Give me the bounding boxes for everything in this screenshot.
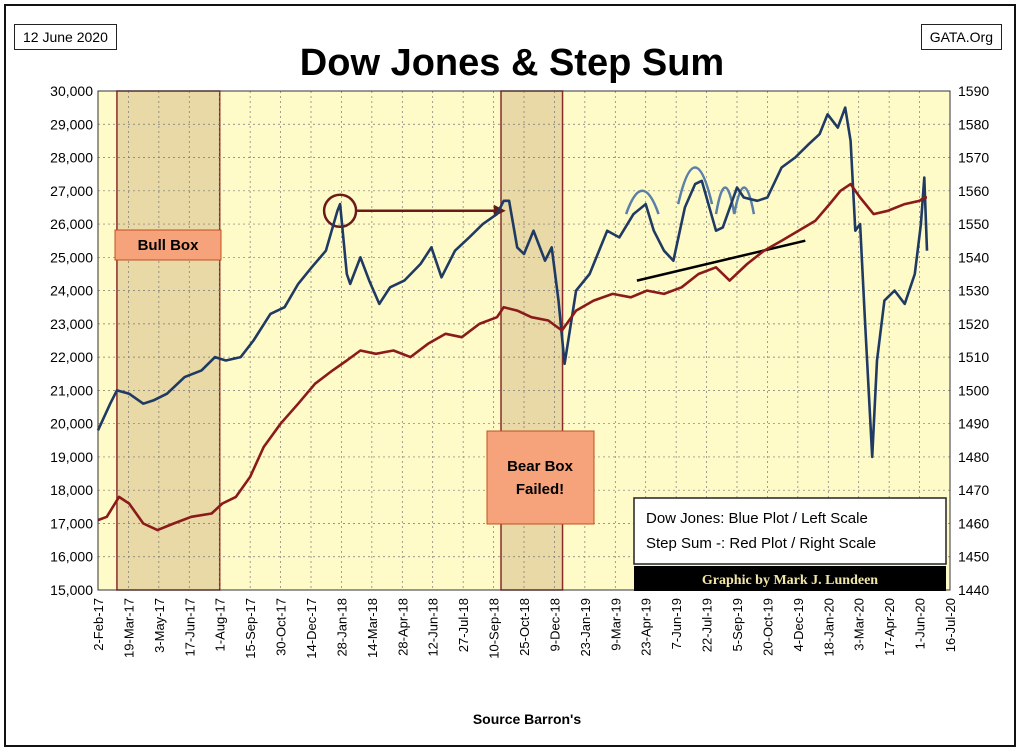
x-tick-label: 14-Dec-17 <box>304 598 319 659</box>
x-tick-label: 9-Mar-19 <box>608 598 623 651</box>
x-tick-label: 23-Jan-19 <box>578 598 593 657</box>
x-tick-label: 1-Aug-17 <box>213 598 228 651</box>
x-tick-label: 23-Apr-19 <box>639 598 654 656</box>
x-tick-label: 30-Oct-17 <box>274 598 289 656</box>
y-left-tick-label: 28,000 <box>50 150 93 166</box>
y-right-tick-label: 1580 <box>958 116 989 132</box>
chart-title: Dow Jones & Step Sum <box>299 42 725 84</box>
y-left-tick-label: 21,000 <box>50 382 93 398</box>
y-left-tick-label: 18,000 <box>50 482 93 498</box>
x-tick-label: 19-Mar-17 <box>121 598 136 658</box>
plot-border <box>97 90 951 591</box>
y-right-tick-label: 1440 <box>958 582 989 598</box>
y-left-tick-label: 24,000 <box>50 283 93 299</box>
credit-banner: Graphic by Mark J. Lundeen <box>634 566 946 591</box>
y-left-tick-label: 25,000 <box>50 249 93 265</box>
x-tick-label: 27-Jul-18 <box>456 598 471 652</box>
x-tick-label: 16-Jul-20 <box>943 598 958 652</box>
x-tick-label: 28-Apr-18 <box>395 598 410 656</box>
legend-step: Step Sum -: Red Plot / Right Scale <box>646 535 876 552</box>
x-tick-label: 3-May-17 <box>152 598 167 653</box>
bear-box-text-2: Failed! <box>516 481 564 498</box>
legend: Dow Jones: Blue Plot / Left Scale Step S… <box>633 497 947 565</box>
x-tick-label: 7-Jun-19 <box>669 598 684 649</box>
top-arc <box>714 186 736 215</box>
y-right-tick-label: 1540 <box>958 249 989 265</box>
top-arc <box>676 166 714 205</box>
x-tick-label: 10-Sep-18 <box>487 598 502 659</box>
x-tick-label: 2-Feb-17 <box>91 598 106 651</box>
y-right-tick-label: 1470 <box>958 482 989 498</box>
y-left-tick-label: 29,000 <box>50 116 93 132</box>
bull-box-text: Bull Box <box>138 237 199 254</box>
y-right-tick-label: 1560 <box>958 183 989 199</box>
y-left-tick-label: 17,000 <box>50 515 93 531</box>
y-right-tick-label: 1530 <box>958 283 989 299</box>
x-tick-label: 5-Sep-19 <box>730 598 745 651</box>
x-tick-label: 1-Jun-20 <box>913 598 928 649</box>
x-tick-label: 12-Jun-18 <box>426 598 441 657</box>
x-tick-label: 15-Sep-17 <box>243 598 258 659</box>
x-tick-label: 4-Dec-19 <box>791 598 806 651</box>
y-left-tick-label: 27,000 <box>50 183 93 199</box>
source-label: Source Barron's <box>473 711 582 727</box>
top-arc <box>733 186 756 215</box>
bear-box-text-1: Bear Box <box>507 458 574 475</box>
peak-circle <box>322 193 358 229</box>
x-tick-label: 14-Mar-18 <box>365 598 380 658</box>
y-right-tick-label: 1450 <box>958 549 989 565</box>
x-tick-label: 22-Jul-19 <box>700 598 715 652</box>
x-tick-label: 9-Dec-18 <box>547 598 562 651</box>
y-left-tick-label: 26,000 <box>50 216 93 232</box>
step-sum-line <box>97 182 927 532</box>
y-right-tick-label: 1520 <box>958 316 989 332</box>
trend-line <box>636 239 806 282</box>
source-site-label: GATA.Org <box>920 24 1002 50</box>
x-tick-label: 17-Apr-20 <box>882 598 897 656</box>
dow-jones-line <box>96 106 929 459</box>
y-right-tick-label: 1460 <box>958 515 989 531</box>
legend-dow: Dow Jones: Blue Plot / Left Scale <box>646 510 868 527</box>
x-tick-label: 17-Jun-17 <box>182 598 197 657</box>
y-right-tick-label: 1490 <box>958 416 989 432</box>
y-right-tick-label: 1480 <box>958 449 989 465</box>
y-left-tick-label: 30,000 <box>50 83 93 99</box>
bear-box-label: Bear Box Failed! <box>486 430 595 525</box>
x-tick-label: 28-Jan-18 <box>334 598 349 657</box>
top-arc <box>624 189 660 215</box>
y-left-tick-label: 15,000 <box>50 582 93 598</box>
bull-box-label: Bull Box <box>114 229 222 261</box>
y-left-tick-label: 19,000 <box>50 449 93 465</box>
y-right-tick-label: 1550 <box>958 216 989 232</box>
x-tick-label: 3-Mar-20 <box>852 598 867 651</box>
y-left-tick-label: 16,000 <box>50 549 93 565</box>
y-right-tick-label: 1570 <box>958 150 989 166</box>
y-left-tick-label: 20,000 <box>50 416 93 432</box>
x-tick-label: 20-Oct-19 <box>760 598 775 656</box>
x-tick-label: 25-Oct-18 <box>517 598 532 656</box>
date-label: 12 June 2020 <box>14 24 117 50</box>
y-right-tick-label: 1500 <box>958 382 989 398</box>
y-right-tick-label: 1510 <box>958 349 989 365</box>
credit-text: Graphic by Mark J. Lundeen <box>702 573 878 588</box>
y-left-tick-label: 22,000 <box>50 349 93 365</box>
y-right-tick-label: 1590 <box>958 83 989 99</box>
x-tick-label: 18-Jan-20 <box>821 598 836 657</box>
y-left-tick-label: 23,000 <box>50 316 93 332</box>
